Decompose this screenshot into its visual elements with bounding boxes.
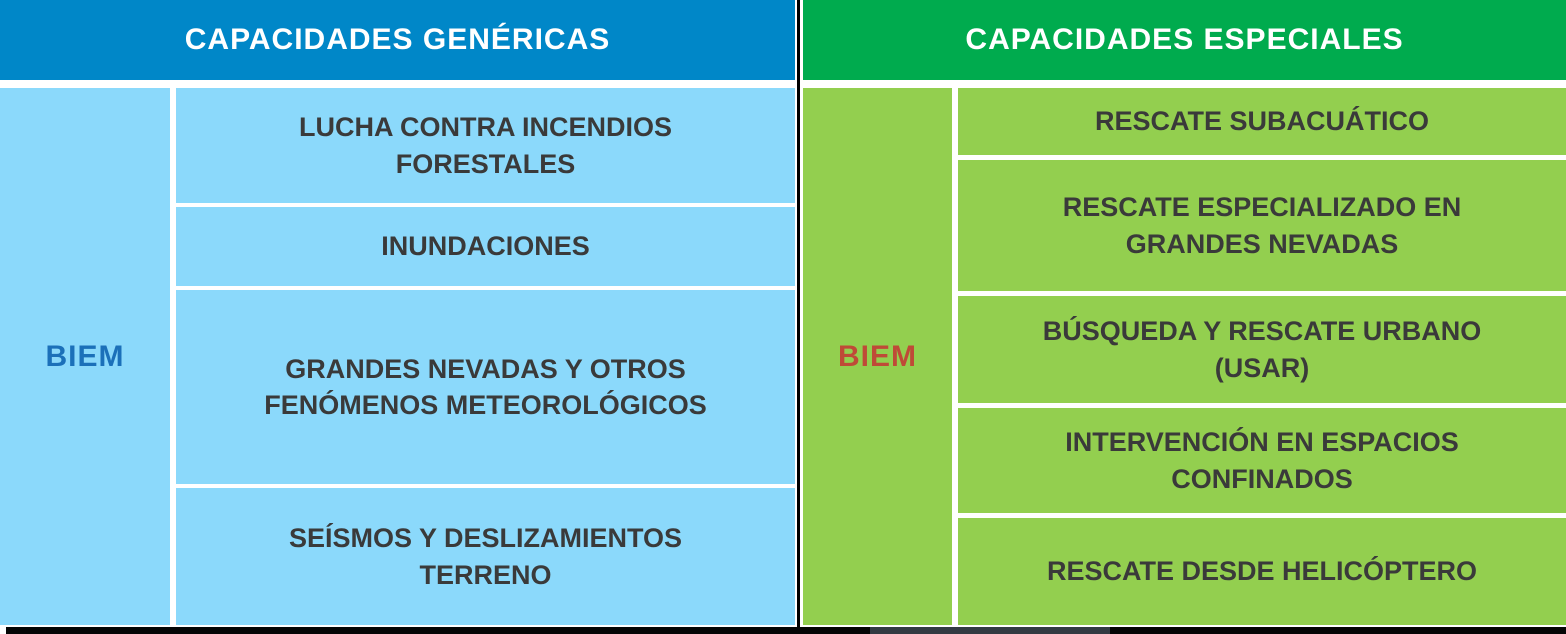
- row-divider: [958, 513, 1566, 518]
- biem-label-generic: BIEM: [0, 88, 170, 625]
- bottom-background-strip: [6, 627, 1566, 634]
- generic-capabilities-body: BIEM LUCHA CONTRA INCENDIOS FORESTALES I…: [0, 88, 795, 625]
- special-capabilities-body: BIEM RESCATE SUBACUÁTICO RESCATE ESPECIA…: [803, 88, 1566, 625]
- table-row: RESCATE DESDE HELICÓPTERO: [958, 518, 1566, 625]
- row-divider: [958, 291, 1566, 296]
- row-label: RESCATE ESPECIALIZADO EN GRANDES NEVADAS: [1062, 192, 1462, 259]
- table-row: INTERVENCIÓN EN ESPACIOS CONFINADOS: [958, 408, 1566, 513]
- row-divider: [176, 484, 795, 488]
- generic-capabilities-table: CAPACIDADES GENÉRICAS BIEM LUCHA CONTRA …: [0, 0, 795, 625]
- special-capabilities-table: CAPACIDADES ESPECIALES BIEM RESCATE SUBA…: [803, 0, 1566, 625]
- table-row: LUCHA CONTRA INCENDIOS FORESTALES: [176, 88, 795, 203]
- table-row: SEÍSMOS Y DESLIZAMIENTOS TERRENO: [176, 488, 795, 625]
- bottom-background-strip-segment: [870, 627, 1110, 634]
- generic-capabilities-header: CAPACIDADES GENÉRICAS: [0, 0, 795, 80]
- biem-label-special: BIEM: [803, 88, 952, 625]
- row-label: LUCHA CONTRA INCENDIOS FORESTALES: [299, 112, 672, 179]
- special-capabilities-rows: RESCATE SUBACUÁTICO RESCATE ESPECIALIZAD…: [958, 88, 1566, 625]
- row-label: GRANDES NEVADAS Y OTROS FENÓMENOS METEOR…: [264, 353, 707, 420]
- row-divider: [958, 155, 1566, 160]
- row-label: SEÍSMOS Y DESLIZAMIENTOS TERRENO: [288, 523, 683, 590]
- table-separator-line: [797, 0, 800, 627]
- table-row: BÚSQUEDA Y RESCATE URBANO (USAR): [958, 296, 1566, 403]
- column-divider: [952, 88, 958, 625]
- row-label: INUNDACIONES: [381, 231, 590, 262]
- row-label: INTERVENCIÓN EN ESPACIOS CONFINADOS: [1065, 427, 1459, 494]
- generic-capabilities-rows: LUCHA CONTRA INCENDIOS FORESTALES INUNDA…: [176, 88, 795, 625]
- special-capabilities-header: CAPACIDADES ESPECIALES: [803, 0, 1566, 80]
- row-label: RESCATE SUBACUÁTICO: [1094, 106, 1429, 137]
- row-divider: [176, 286, 795, 290]
- row-divider: [176, 203, 795, 207]
- row-label: BÚSQUEDA Y RESCATE URBANO (USAR): [1042, 316, 1482, 383]
- row-label: RESCATE DESDE HELICÓPTERO: [1046, 556, 1478, 587]
- row-divider: [958, 403, 1566, 408]
- table-row: GRANDES NEVADAS Y OTROS FENÓMENOS METEOR…: [176, 290, 795, 484]
- table-row: RESCATE ESPECIALIZADO EN GRANDES NEVADAS: [958, 160, 1566, 291]
- table-row: RESCATE SUBACUÁTICO: [958, 88, 1566, 155]
- table-row: INUNDACIONES: [176, 207, 795, 286]
- column-divider: [170, 88, 176, 625]
